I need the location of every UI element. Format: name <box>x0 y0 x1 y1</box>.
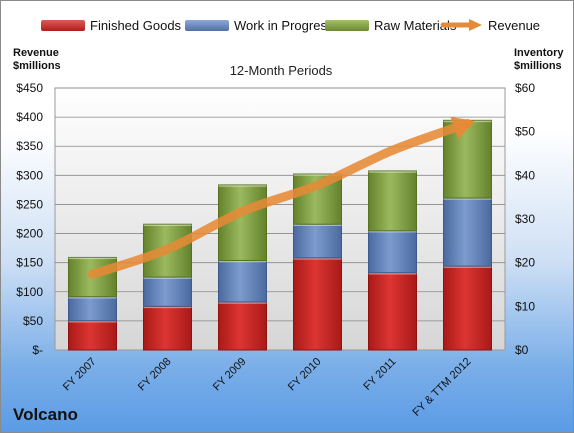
left-tick-label: $350 <box>16 139 43 153</box>
legend-label-finished-goods: Finished Goods <box>90 17 182 33</box>
bar-raw-materials <box>368 170 417 232</box>
x-tick-label: FY & TTM 2012 <box>411 356 474 419</box>
bar-finished-goods <box>368 272 417 351</box>
bar-finished-goods <box>143 305 192 351</box>
bar-work-in-progress <box>443 197 492 267</box>
bar-work-in-progress <box>368 230 417 274</box>
left-tick-label: $300 <box>16 168 43 182</box>
legend-label-raw-materials: Raw Materials <box>374 17 457 33</box>
bar-work-in-progress <box>68 296 117 322</box>
legend-swatch-work-in-progress <box>185 19 229 31</box>
x-tick-label: FY 2011 <box>361 356 398 393</box>
bar-finished-goods <box>443 265 492 351</box>
chart-subtitle: 12-Month Periods <box>229 63 333 78</box>
legend-item-work-in-progress: Work in Progress <box>185 15 333 35</box>
legend-label-revenue: Revenue <box>488 17 541 33</box>
x-tick-label: FY 2008 <box>136 356 174 394</box>
x-tick-label: FY 2009 <box>211 356 249 394</box>
revenue-line <box>88 119 472 279</box>
legend-item-revenue: Revenue <box>441 15 540 35</box>
right-axis-title: Inventory $millions <box>514 47 564 72</box>
legend-item-raw-materials: Raw Materials <box>325 15 456 35</box>
left-tick-label: $150 <box>16 256 43 270</box>
revenue-arrowhead <box>450 116 476 140</box>
left-tick-label: $- <box>32 343 43 357</box>
bar-finished-goods <box>293 257 342 351</box>
legend-label-work-in-progress: Work in Progress <box>234 17 334 33</box>
legend-swatch-revenue <box>441 19 482 31</box>
bar-work-in-progress <box>293 223 342 259</box>
legend: Finished Goods Work in Progress Raw Mate… <box>1 15 573 35</box>
plot-area <box>54 87 506 351</box>
right-tick-label: $40 <box>515 168 535 182</box>
company-name: Volcano <box>13 405 78 424</box>
right-tick-label: $50 <box>515 125 535 139</box>
legend-swatch-finished-goods <box>41 19 85 31</box>
legend-swatch-raw-materials <box>325 19 369 31</box>
right-tick-label: $60 <box>515 81 535 95</box>
right-tick-label: $10 <box>515 299 535 313</box>
left-axis-title: Revenue $millions <box>13 47 61 72</box>
bar-finished-goods <box>68 320 117 351</box>
right-tick-label: $30 <box>515 212 535 226</box>
x-tick-label: FY 2010 <box>286 356 324 394</box>
bar-finished-goods <box>218 301 267 351</box>
right-tick-label: $0 <box>515 343 529 357</box>
bar-work-in-progress <box>218 259 267 303</box>
left-tick-label: $400 <box>16 110 43 124</box>
x-tick-label: FY 2007 <box>61 356 99 394</box>
right-tick-label: $20 <box>515 256 535 270</box>
left-tick-label: $250 <box>16 197 43 211</box>
legend-item-finished-goods: Finished Goods <box>41 15 181 35</box>
left-tick-label: $50 <box>23 314 43 328</box>
left-tick-label: $100 <box>16 285 43 299</box>
bar-work-in-progress <box>143 276 192 307</box>
left-tick-label: $200 <box>16 227 43 241</box>
left-tick-label: $450 <box>16 81 43 95</box>
